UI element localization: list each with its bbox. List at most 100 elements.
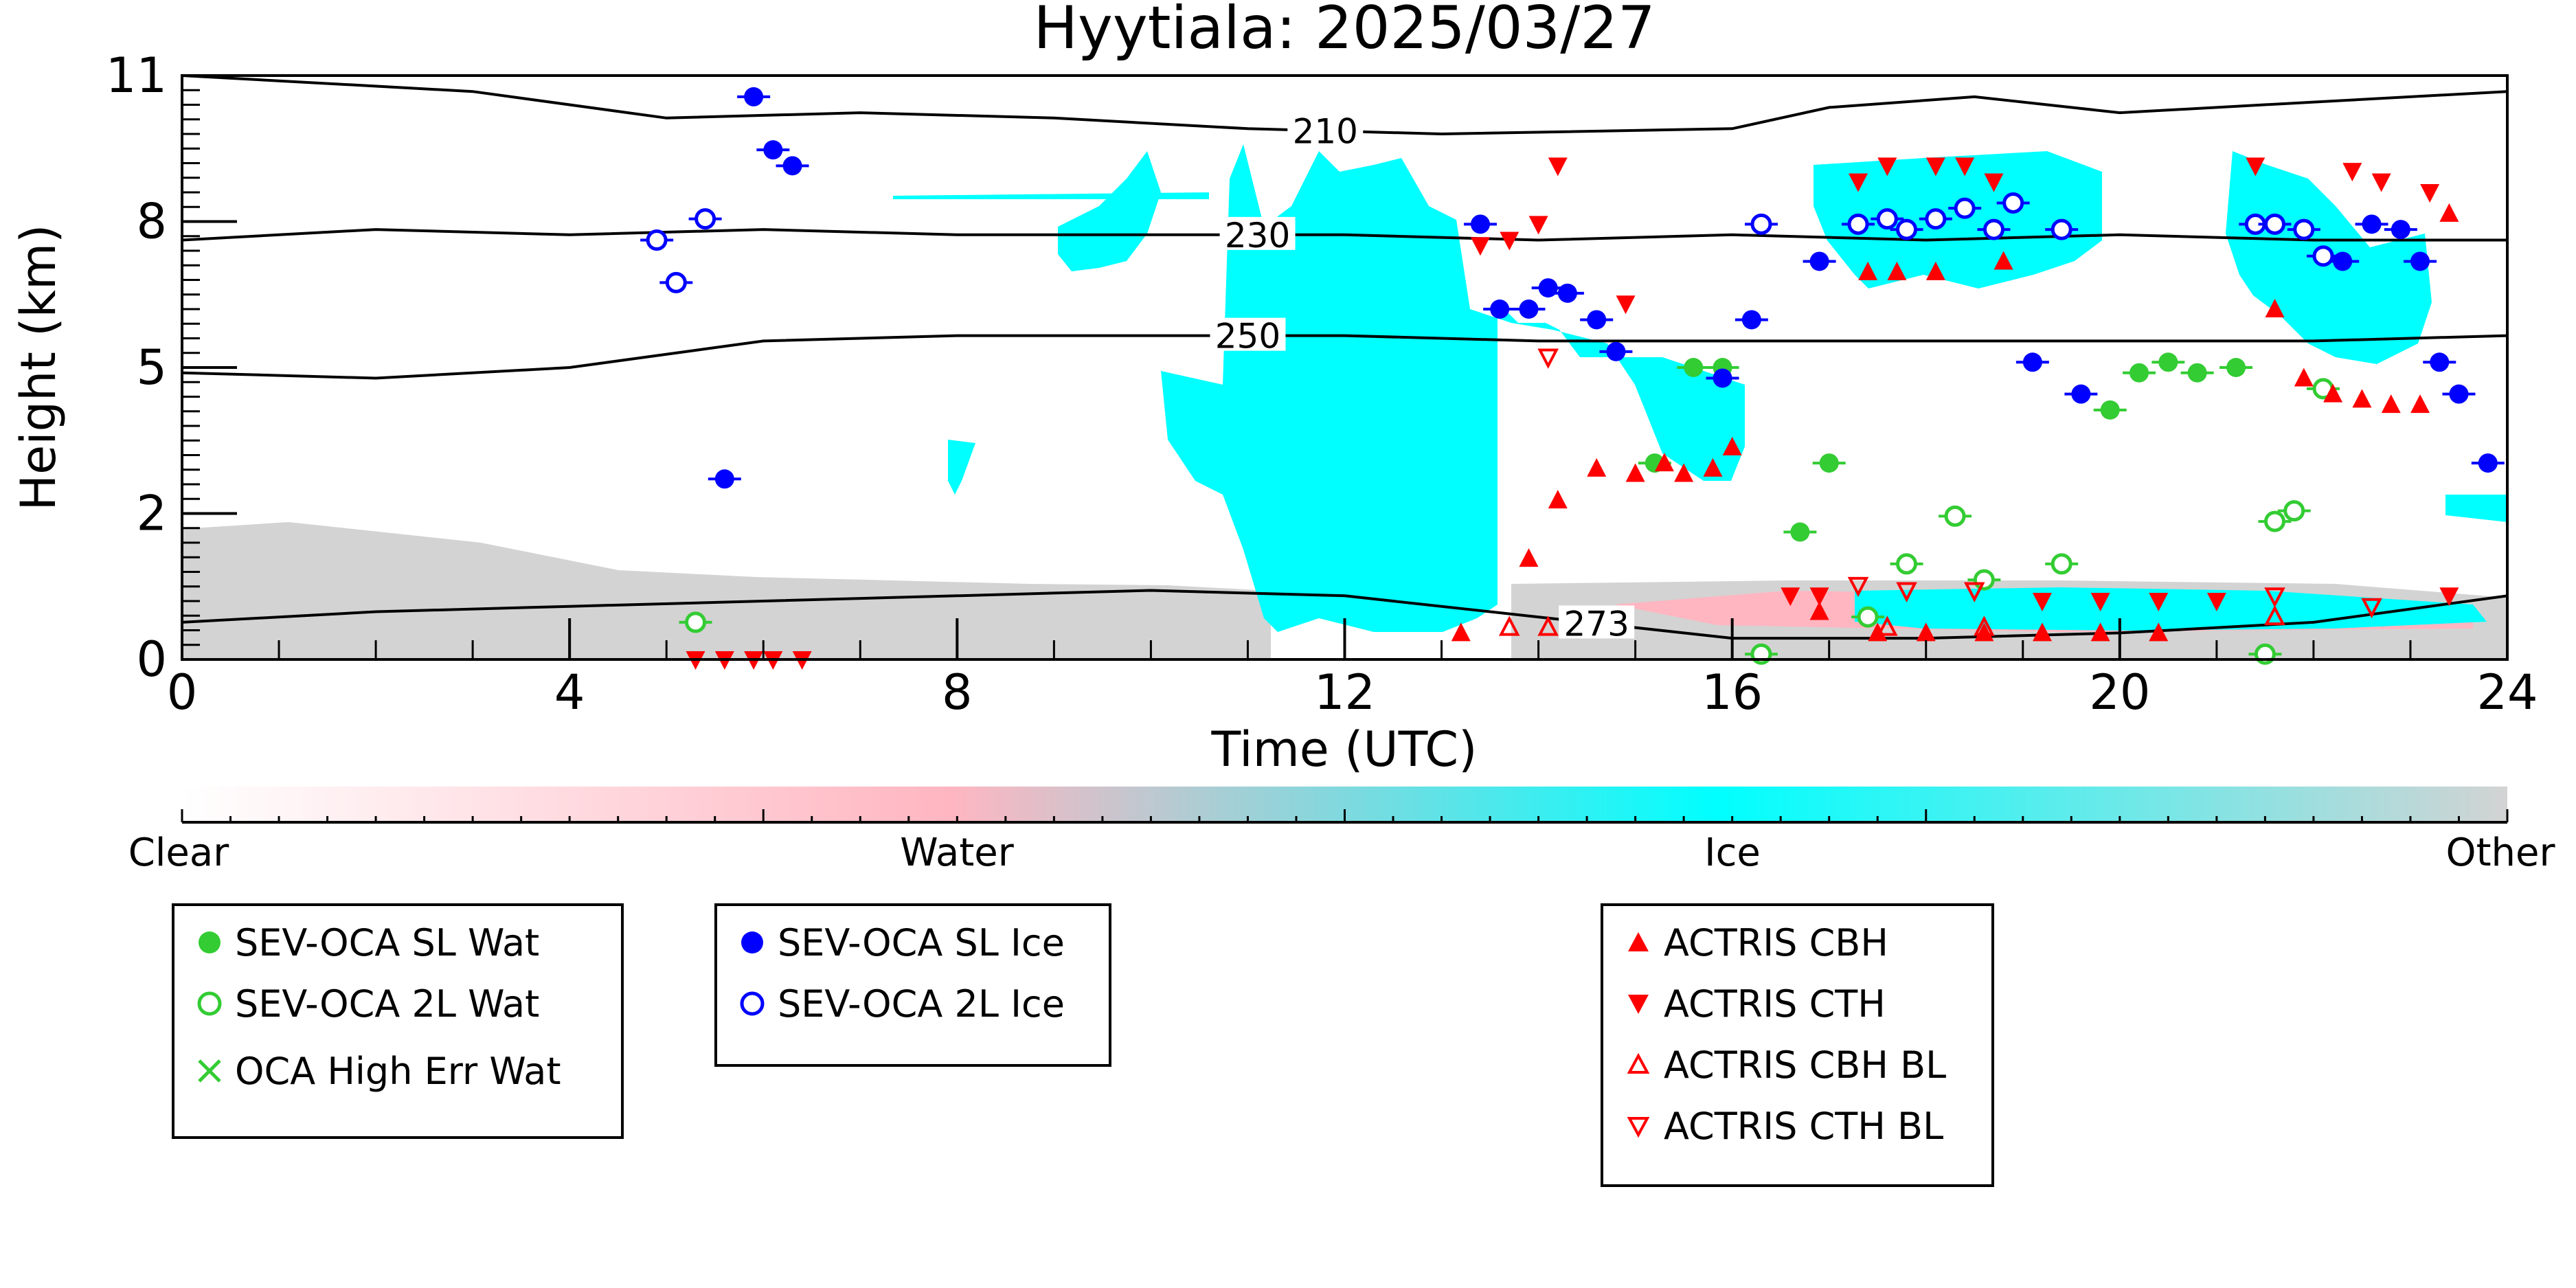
data-point	[1993, 251, 2013, 270]
colorbar-label-other: Other	[2445, 831, 2555, 875]
data-point	[2100, 400, 2120, 420]
data-point	[1877, 157, 1897, 177]
ice-region-main	[1161, 144, 1745, 632]
data-point	[2050, 553, 2072, 575]
contour-230	[182, 228, 2507, 242]
data-point	[1819, 453, 1839, 473]
data-point	[1809, 601, 1829, 620]
data-point	[2226, 358, 2246, 377]
data-point	[2342, 163, 2362, 182]
data-point	[1519, 548, 1539, 567]
legend-label: ACTRIS CTH	[1664, 982, 1886, 1026]
ice-region-far-right	[2445, 495, 2507, 522]
legend-item: SEV-OCA SL Ice	[736, 920, 1065, 964]
plot-area: 210 230 250 273 0 2 5 8 11 0 4 8 12 16 20 24 Time (UT…	[10, 47, 2538, 778]
cloud-phase-background	[182, 144, 2507, 659]
legend-marker-filled-circle	[741, 931, 763, 953]
data-point	[2071, 384, 2091, 404]
data-point	[2439, 203, 2459, 222]
data-point	[1625, 463, 1645, 482]
data-point	[2246, 157, 2266, 177]
legend-label: ACTRIS CBH	[1664, 920, 1888, 964]
data-point	[1925, 157, 1945, 177]
data-point	[1809, 251, 1829, 271]
data-point	[1896, 218, 1918, 240]
contour-label: 230	[1225, 216, 1290, 256]
legend-label: SEV-OCA SL Ice	[778, 920, 1065, 964]
data-point	[694, 208, 716, 230]
legend-marker-open-triangle-up	[1627, 1052, 1650, 1074]
data-point	[2323, 383, 2343, 403]
data-point	[2352, 389, 2372, 408]
legend-label: SEV-OCA 2L Wat	[235, 982, 540, 1026]
contour-labels: 210 230 250 273	[1210, 111, 1635, 644]
x-tick-label: 12	[1314, 664, 1375, 721]
legend-label: SEV-OCA SL Wat	[235, 920, 540, 964]
data-point	[1955, 157, 1975, 177]
data-point	[1858, 261, 1878, 280]
contour-label-bg	[1287, 113, 1364, 146]
data-point	[1973, 569, 1995, 591]
data-point	[1896, 582, 1917, 602]
data-point	[1847, 576, 1869, 598]
data-point	[1781, 587, 1800, 607]
colorbar-label-water: Water	[900, 831, 1015, 875]
data-point	[1877, 615, 1898, 636]
x-axis-ticks: 0 4 8 12 16 20 24	[167, 618, 2538, 721]
data-point	[685, 611, 707, 633]
x-tick-label: 16	[1702, 664, 1763, 721]
data-point	[1684, 358, 1704, 377]
data-point	[2090, 622, 2110, 642]
x-tick-label: 24	[2476, 664, 2538, 721]
data-point	[2264, 213, 2285, 235]
x-tick-label: 0	[167, 664, 198, 721]
data-point	[2187, 363, 2207, 383]
data-point	[1849, 173, 1868, 192]
legend-marker-filled-triangle-down	[1628, 995, 1649, 1014]
data-point	[2410, 394, 2430, 414]
data-point	[1500, 231, 1519, 251]
data-point	[1548, 157, 1568, 177]
contour-label: 250	[1215, 317, 1280, 357]
data-point	[1674, 463, 1694, 482]
data-point	[2333, 251, 2353, 271]
data-point	[2430, 352, 2450, 372]
y-axis-ticks: 0 2 5 8 11	[106, 47, 237, 688]
data-point	[1548, 490, 1568, 509]
data-point	[1498, 615, 1520, 636]
legend-item: ACTRIS CTH	[1623, 982, 1886, 1026]
data-point	[2420, 184, 2440, 203]
data-point	[1557, 283, 1577, 303]
data-point	[1916, 622, 1936, 642]
data-point	[2410, 251, 2430, 271]
data-point	[1703, 457, 1723, 477]
other-phase-region	[182, 522, 1271, 659]
contour-label: 273	[1563, 604, 1629, 644]
data-point	[714, 469, 734, 489]
data-markers	[640, 87, 2505, 670]
ice-region-left-2	[1058, 151, 1161, 271]
data-point	[2362, 214, 2382, 234]
data-point	[2381, 394, 2401, 414]
ice-region-strip	[893, 192, 1209, 199]
legend-item: ACTRIS CTH BL	[1623, 1105, 1943, 1148]
legend-item: ACTRIS CBH BL	[1623, 1043, 1946, 1087]
data-point	[1887, 261, 1907, 280]
data-point	[1587, 457, 1607, 477]
data-point	[2206, 593, 2226, 611]
contour-250	[182, 334, 2507, 380]
data-point	[2294, 368, 2314, 387]
data-point	[2149, 622, 2169, 642]
data-point	[782, 156, 802, 176]
data-point	[665, 271, 687, 293]
legend-item: SEV-OCA 2L Wat	[194, 982, 540, 1026]
contour-label-bg	[1219, 216, 1296, 250]
data-point	[1606, 341, 1626, 361]
y-tick-label: 5	[136, 339, 167, 396]
legend-marker-filled-circle	[199, 931, 221, 953]
legend-box-water: SEV-OCA SL Wat SEV-OCA 2L Wat OCA High E…	[172, 903, 624, 1139]
x-axis-label: Time (UTC)	[1211, 721, 1478, 778]
data-point	[2391, 220, 2410, 240]
data-point	[2449, 384, 2469, 404]
